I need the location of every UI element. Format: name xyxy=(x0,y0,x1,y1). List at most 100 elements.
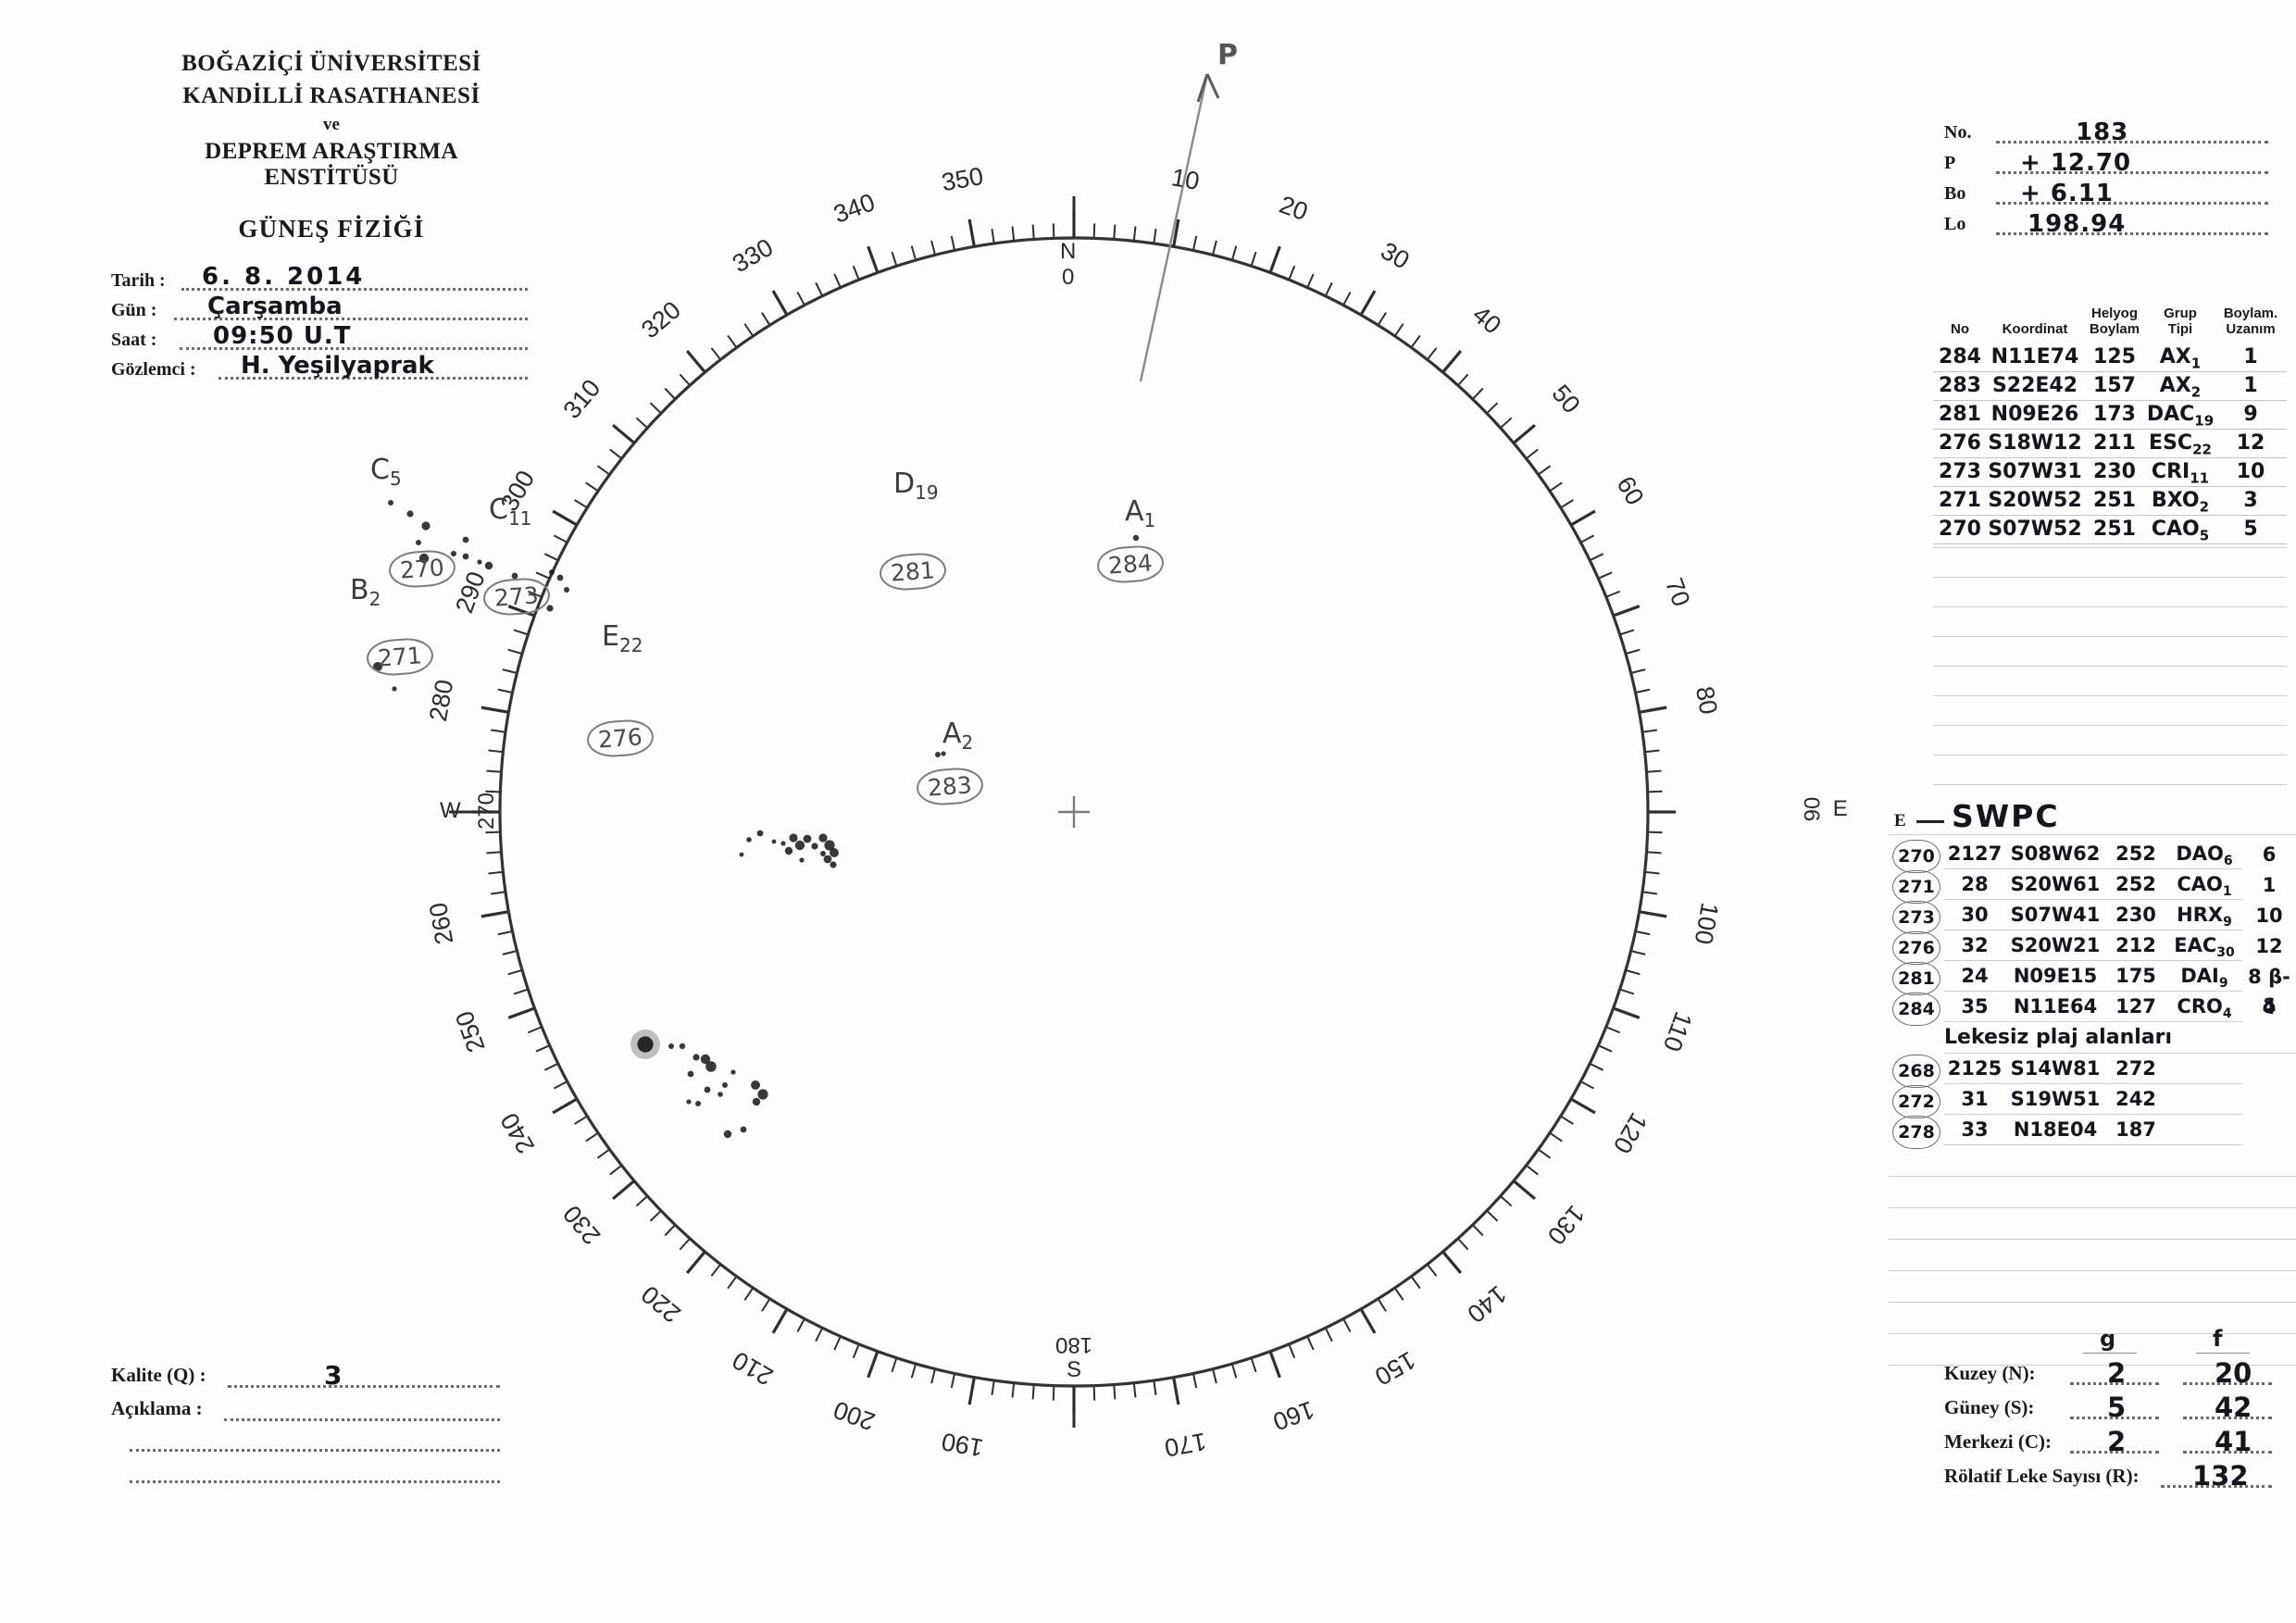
major-tick xyxy=(1268,245,1281,273)
plage-cell-type xyxy=(2166,1115,2242,1145)
field-observer[interactable]: Gözlemci : H. Yeşilyaprak xyxy=(111,352,528,385)
summary-row-label: Merkezi (C): xyxy=(1944,1430,2053,1453)
field-l0-longitude[interactable]: Lo 198.94 xyxy=(1944,210,2268,241)
minor-tick xyxy=(910,245,917,261)
group-id-273: 273 xyxy=(481,576,551,618)
degree-label: 320 xyxy=(636,295,686,343)
minor-tick xyxy=(930,240,936,256)
col-header-group: Grup xyxy=(2164,306,2197,321)
remarks-blank-line-2[interactable] xyxy=(111,1459,500,1491)
remarks-blank-line-1[interactable] xyxy=(111,1428,500,1459)
sunspot-count-summary: g f Kuzey (N): 2 20 Güney (S): 5 42 Merkezi (C… xyxy=(1944,1326,2296,1494)
minor-tick xyxy=(1377,312,1387,326)
major-tick xyxy=(1570,509,1596,527)
cell-heliographic-longitude: 125 xyxy=(2083,343,2146,372)
minor-tick xyxy=(543,1062,559,1071)
sunspot xyxy=(392,686,397,692)
field-day[interactable]: Gün : Çarşamba xyxy=(111,293,528,326)
plage-row: 268 2125 S14W81 272 xyxy=(1889,1054,2296,1088)
date-dotted-line xyxy=(181,287,528,291)
plage-note-text: Lekesiz plaj alanları xyxy=(1944,1022,2296,1054)
col-header-longitude-extent-2: Uzanım xyxy=(2226,321,2276,338)
degree-label: 280 xyxy=(424,678,458,724)
field-time[interactable]: Saat : 09:50 U.T xyxy=(111,322,528,356)
minor-tick xyxy=(1457,373,1469,386)
sunspot xyxy=(794,840,805,851)
blank-line xyxy=(1889,1208,2296,1240)
minor-tick xyxy=(1597,1044,1613,1053)
minor-tick xyxy=(1641,891,1657,895)
major-tick xyxy=(1441,1250,1463,1274)
sunspot xyxy=(752,1097,761,1106)
field-record-number[interactable]: No. 183 xyxy=(1944,119,2268,149)
table-row: 284 N11E74 125 AX1 1 xyxy=(1933,343,2287,372)
major-tick xyxy=(867,245,880,273)
quality-label: Kalite (Q) : xyxy=(111,1364,206,1386)
quality-value: 3 xyxy=(324,1360,343,1391)
minor-tick xyxy=(1250,1357,1257,1373)
minor-tick xyxy=(574,499,588,509)
minor-tick xyxy=(727,334,738,348)
swpc-cell-id: 273 xyxy=(1889,900,1944,934)
degree-label: 200 xyxy=(830,1395,879,1436)
field-quality[interactable]: Kalite (Q) : 3 xyxy=(111,1360,500,1394)
minor-tick xyxy=(1457,1238,1469,1251)
blank-line xyxy=(1933,548,2287,578)
summary-row[interactable]: Güney (S): 5 42 xyxy=(1944,1392,2296,1426)
plage-cell-coordinate: S19W51 xyxy=(2005,1084,2105,1115)
col-header-g: g xyxy=(2100,1326,2116,1352)
summary-row[interactable]: Kuzey (N): 2 20 xyxy=(1944,1357,2296,1392)
minor-tick xyxy=(1092,1385,1096,1401)
major-tick xyxy=(552,1097,578,1115)
minor-tick xyxy=(1619,988,1635,995)
minor-tick xyxy=(1410,1276,1421,1290)
sunspot xyxy=(451,551,456,556)
field-relative-sunspot-number[interactable]: Rölatif Leke Sayısı (R): 132 xyxy=(1944,1460,2296,1494)
l0-longitude-dotted-line xyxy=(1996,231,2268,235)
sunspot xyxy=(416,540,421,545)
col-header-f: f xyxy=(2213,1326,2223,1352)
minor-tick xyxy=(1031,224,1035,240)
minor-tick xyxy=(1031,1384,1035,1400)
summary-row[interactable]: Merkezi (C): 2 41 xyxy=(1944,1426,2296,1460)
cell-heliographic-longitude: 251 xyxy=(2083,487,2146,516)
degree-label: 250 xyxy=(450,1007,491,1056)
degree-label: 40 xyxy=(1467,300,1506,339)
sunspot xyxy=(740,1126,747,1133)
degree-label: 210 xyxy=(728,1346,778,1392)
swpc-cell-longitude: 230 xyxy=(2105,900,2166,930)
field-b0-angle[interactable]: Bo + 6.11 xyxy=(1944,180,2268,210)
minor-tick xyxy=(1192,1373,1198,1389)
minor-tick xyxy=(1426,347,1438,361)
minor-tick xyxy=(1410,334,1421,348)
minor-tick xyxy=(1011,1382,1016,1398)
sunspot xyxy=(695,1101,701,1106)
minor-tick xyxy=(1644,749,1660,754)
sunspot xyxy=(830,861,837,868)
sunspot xyxy=(935,752,941,757)
minor-tick xyxy=(1393,1287,1404,1301)
minor-tick xyxy=(1646,769,1662,773)
minor-tick xyxy=(497,688,513,694)
minor-tick xyxy=(1471,387,1484,400)
minor-tick xyxy=(1324,1327,1333,1342)
swpc-cell-extent: 10 xyxy=(2255,904,2283,927)
sunspot xyxy=(546,605,554,612)
major-tick xyxy=(1441,350,1463,374)
field-remarks[interactable]: Açıklama : xyxy=(111,1394,500,1428)
minor-tick xyxy=(910,1363,917,1379)
minor-tick xyxy=(609,448,623,460)
date-value: 6. 8. 2014 xyxy=(202,263,366,291)
minor-tick xyxy=(833,1335,842,1351)
minor-tick xyxy=(1619,629,1635,636)
plage-cell-coordinate: N18E04 xyxy=(2005,1115,2105,1145)
field-date[interactable]: Tarih : 6. 8. 2014 xyxy=(111,263,528,296)
conjunction-text: ve xyxy=(323,115,340,134)
minor-tick xyxy=(1500,417,1513,429)
record-number-label: No. xyxy=(1944,122,1972,143)
field-p-angle[interactable]: P + 12.70 xyxy=(1944,149,2268,180)
plage-cell-extent xyxy=(2242,1085,2296,1115)
cell-group-type: BXO2 xyxy=(2146,487,2215,516)
minor-tick xyxy=(664,387,677,400)
minor-tick xyxy=(574,1115,588,1125)
